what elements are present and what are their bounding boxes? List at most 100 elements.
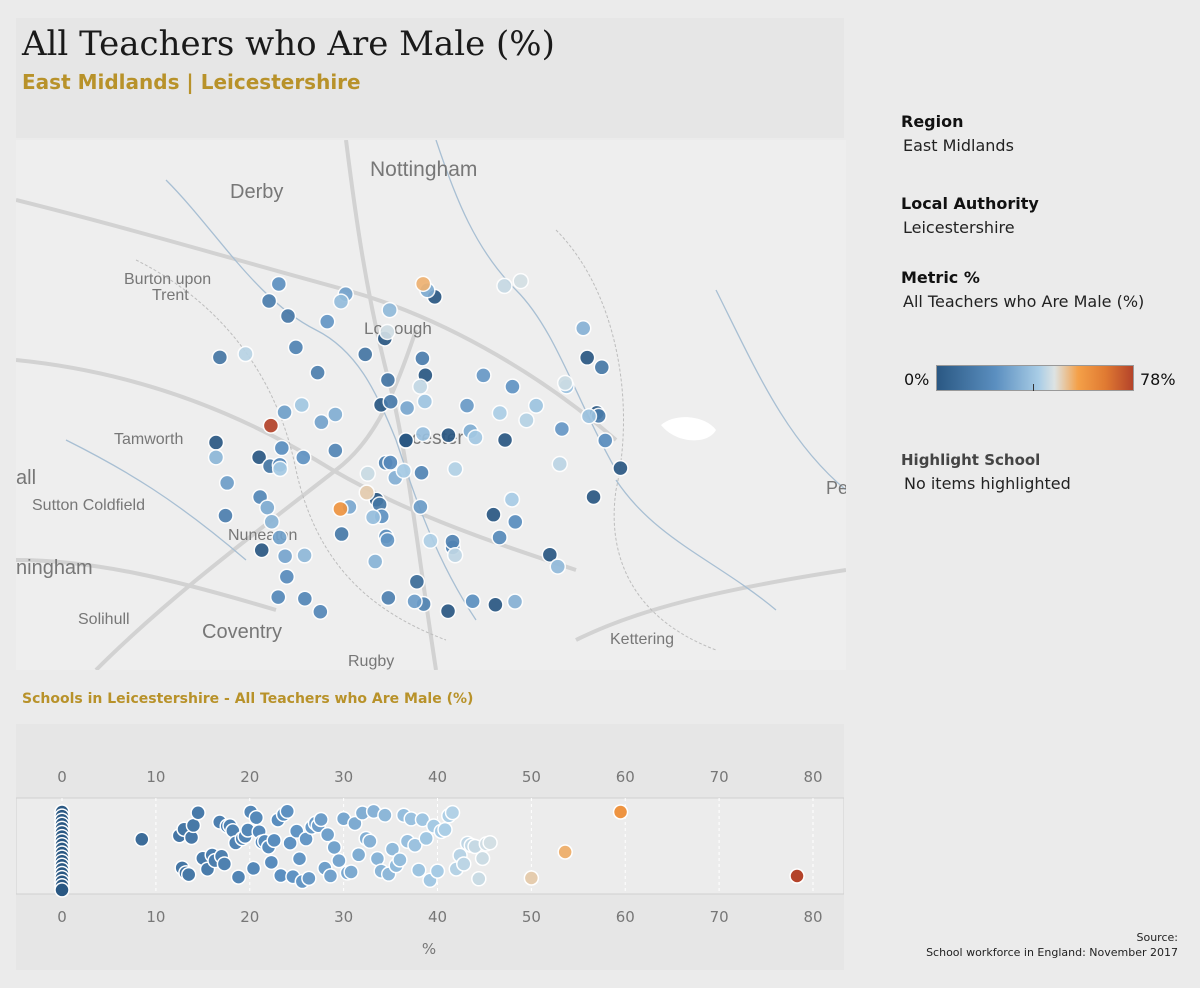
- strip-school-point[interactable]: [326, 839, 342, 856]
- strip-school-point[interactable]: [418, 830, 434, 847]
- map-school-point[interactable]: [395, 462, 412, 480]
- map-school-point[interactable]: [217, 507, 234, 524]
- map-school-point[interactable]: [446, 460, 464, 478]
- strip-school-point[interactable]: [444, 804, 461, 821]
- map-school-point[interactable]: [296, 590, 314, 607]
- map-school-point[interactable]: [580, 407, 598, 425]
- map-school-point[interactable]: [276, 547, 294, 565]
- map-school-point[interactable]: [422, 532, 439, 550]
- map-school-point[interactable]: [333, 525, 350, 543]
- map-school-point[interactable]: [260, 292, 278, 310]
- map-school-point[interactable]: [491, 404, 509, 422]
- strip-school-point[interactable]: [347, 815, 363, 832]
- metric-filter[interactable]: Metric % All Teachers who Are Male (%): [901, 268, 1144, 311]
- map-school-point[interactable]: [279, 307, 297, 325]
- strip-chart[interactable]: 0 0 10 10 20 20 30 30 40 40 50 50 60 60 70 70 80 80%: [16, 724, 844, 970]
- map-school-point[interactable]: [262, 417, 280, 434]
- map-school-point[interactable]: [596, 432, 614, 449]
- map-school-point[interactable]: [458, 397, 476, 414]
- map-school-point[interactable]: [551, 455, 569, 473]
- map-school-point[interactable]: [440, 426, 457, 444]
- map-school-point[interactable]: [413, 464, 430, 481]
- strip-school-point[interactable]: [248, 809, 265, 826]
- map-school-point[interactable]: [382, 454, 399, 471]
- map-school-point[interactable]: [269, 588, 287, 606]
- map-school-point[interactable]: [416, 393, 434, 410]
- strip-school-point[interactable]: [612, 804, 629, 820]
- la-filter[interactable]: Local Authority Leicestershire: [901, 194, 1039, 237]
- strip-school-point[interactable]: [322, 868, 339, 884]
- map-svg[interactable]: Nottingham Derby Burton upon Trent Tamwo…: [16, 140, 846, 670]
- map-school-point[interactable]: [379, 371, 397, 389]
- strip-school-point[interactable]: [456, 856, 472, 872]
- map-school-point[interactable]: [496, 431, 514, 449]
- map-school-point[interactable]: [379, 323, 396, 341]
- map-school-point[interactable]: [512, 272, 529, 290]
- map-school-point[interactable]: [295, 449, 312, 466]
- map-school-point[interactable]: [612, 459, 629, 477]
- strip-school-point[interactable]: [362, 833, 378, 850]
- map-school-point[interactable]: [408, 573, 426, 590]
- map-school-point[interactable]: [278, 568, 296, 585]
- map-school-point[interactable]: [211, 349, 229, 366]
- strip-school-point[interactable]: [263, 854, 280, 871]
- map-school-point[interactable]: [487, 596, 504, 613]
- strip-school-point[interactable]: [429, 863, 446, 879]
- strip-school-point[interactable]: [377, 807, 393, 823]
- strip-school-point[interactable]: [313, 811, 329, 828]
- strip-school-point[interactable]: [180, 866, 197, 883]
- strip-school-point[interactable]: [437, 821, 453, 838]
- map-school-point[interactable]: [446, 546, 464, 564]
- map-school-point[interactable]: [366, 553, 384, 570]
- map-school-point[interactable]: [553, 420, 571, 438]
- map-school-point[interactable]: [218, 474, 236, 492]
- metric-value[interactable]: All Teachers who Are Male (%): [903, 292, 1145, 311]
- la-value[interactable]: Leicestershire: [903, 218, 1015, 237]
- map-school-point[interactable]: [527, 397, 545, 414]
- map-school-point[interactable]: [332, 500, 349, 518]
- strip-school-point[interactable]: [557, 844, 573, 860]
- map-school-point[interactable]: [276, 404, 293, 421]
- map-school-point[interactable]: [504, 378, 521, 395]
- map-school-point[interactable]: [207, 434, 225, 451]
- school-map[interactable]: Nottingham Derby Burton upon Trent Tamwo…: [16, 140, 846, 670]
- region-value[interactable]: East Midlands: [903, 136, 1014, 155]
- strip-school-point[interactable]: [319, 826, 336, 843]
- map-school-point[interactable]: [406, 593, 423, 610]
- strip-school-point[interactable]: [482, 834, 498, 851]
- map-school-point[interactable]: [263, 513, 280, 530]
- map-school-point[interactable]: [381, 301, 398, 319]
- map-school-point[interactable]: [270, 275, 288, 293]
- map-school-point[interactable]: [439, 602, 457, 620]
- map-school-point[interactable]: [464, 593, 481, 610]
- strip-school-point[interactable]: [471, 871, 487, 887]
- map-school-point[interactable]: [496, 277, 513, 295]
- strip-school-point[interactable]: [350, 847, 367, 863]
- map-school-point[interactable]: [467, 429, 484, 446]
- map-school-point[interactable]: [358, 484, 376, 501]
- map-school-point[interactable]: [318, 313, 336, 330]
- map-school-point[interactable]: [207, 449, 225, 466]
- map-school-point[interactable]: [475, 367, 492, 384]
- map-school-point[interactable]: [250, 449, 268, 466]
- map-school-point[interactable]: [556, 374, 574, 392]
- map-school-point[interactable]: [398, 399, 416, 417]
- map-school-point[interactable]: [578, 349, 596, 366]
- map-school-point[interactable]: [412, 498, 429, 516]
- map-school-point[interactable]: [412, 378, 429, 395]
- map-school-point[interactable]: [518, 411, 535, 429]
- strip-school-point[interactable]: [301, 870, 317, 887]
- highlight-school-value[interactable]: No items highlighted: [904, 474, 1071, 493]
- map-school-point[interactable]: [356, 346, 374, 363]
- strip-school-point[interactable]: [216, 856, 233, 872]
- map-school-point[interactable]: [485, 506, 502, 523]
- strip-school-point[interactable]: [230, 869, 247, 885]
- region-filter[interactable]: Region East Midlands: [901, 112, 1014, 155]
- map-school-point[interactable]: [327, 442, 344, 459]
- map-school-point[interactable]: [414, 425, 432, 443]
- map-school-point[interactable]: [379, 531, 396, 549]
- map-school-point[interactable]: [549, 558, 567, 575]
- map-school-point[interactable]: [359, 465, 377, 482]
- strip-school-point[interactable]: [343, 864, 359, 880]
- map-school-point[interactable]: [593, 359, 611, 376]
